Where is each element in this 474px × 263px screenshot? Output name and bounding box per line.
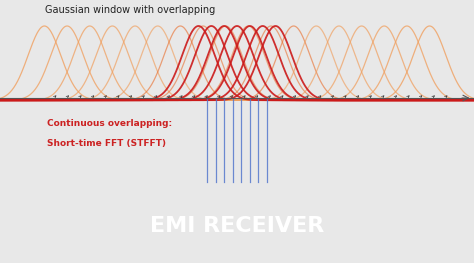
Text: Gaussian window with overlapping: Gaussian window with overlapping [45,5,215,15]
Text: Short-time FFT (STFFT): Short-time FFT (STFFT) [47,139,166,148]
Text: EMI RECEIVER: EMI RECEIVER [150,216,324,236]
Text: Continuous overlapping:: Continuous overlapping: [47,119,173,128]
